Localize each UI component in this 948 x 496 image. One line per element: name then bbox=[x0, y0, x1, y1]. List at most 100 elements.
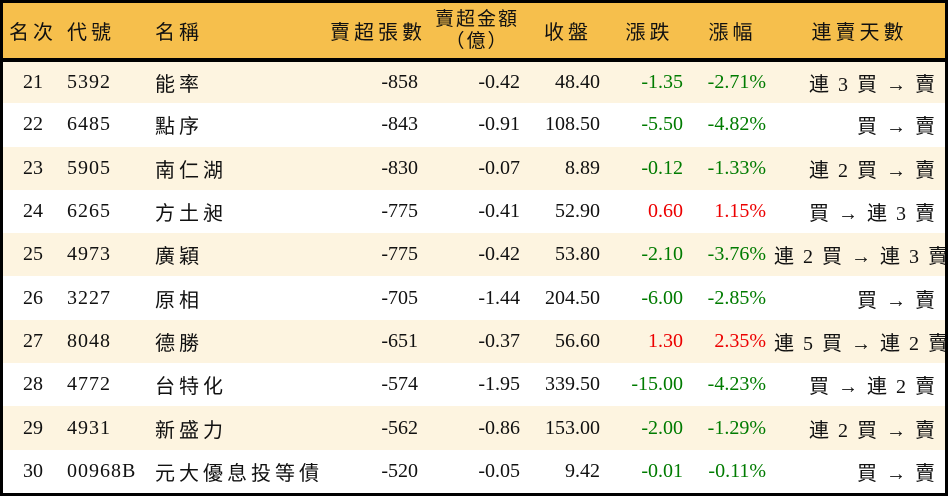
cell-sell-volume: -775 bbox=[381, 200, 418, 223]
cell-rank: 22 bbox=[23, 113, 43, 136]
header-code: 代號 bbox=[63, 3, 148, 62]
cell-name: 南仁湖 bbox=[155, 159, 227, 182]
cell-name: 廣穎 bbox=[155, 246, 203, 269]
cell-change-pct: -2.85% bbox=[707, 286, 766, 309]
sell-ranking-table: 名次 代號 名稱 賣超張數 賣超金額 （億） 收盤 漲跌 漲幅 連賣天數 21 5… bbox=[3, 3, 945, 493]
table-row[interactable]: 30 00968B 元大優息投等債 -520 -0.05 9.42 -0.01 -0.11% 買… bbox=[3, 449, 945, 493]
table-row[interactable]: 27 8048 德勝 -651 -0.37 56.60 1.30 2.35% 連 5 買 → 連… bbox=[3, 319, 945, 364]
cell-name: 元大優息投等債 bbox=[155, 462, 323, 485]
cell-change: -2.00 bbox=[641, 416, 683, 439]
header-row: 名次 代號 名稱 賣超張數 賣超金額 （億） 收盤 漲跌 漲幅 連賣天數 bbox=[3, 3, 945, 62]
cell-code: 5905 bbox=[67, 156, 111, 179]
cell-sell-volume: -843 bbox=[381, 113, 418, 136]
cell-code: 4973 bbox=[67, 243, 111, 266]
table-row[interactable]: 22 6485 點序 -843 -0.91 108.50 -5.50 -4.82% 買 → 賣 bbox=[3, 103, 945, 147]
cell-change: -0.01 bbox=[641, 459, 683, 482]
cell-sell-volume: -858 bbox=[381, 71, 418, 94]
cell-sell-amount: -0.37 bbox=[478, 329, 520, 352]
table-row[interactable]: 21 5392 能率 -858 -0.42 48.40 -1.35 -2.71% 連 3 買 →… bbox=[3, 60, 945, 104]
cell-sell-amount: -0.86 bbox=[478, 416, 520, 439]
cell-sell-volume: -775 bbox=[381, 243, 418, 266]
cell-code: 6485 bbox=[67, 113, 111, 136]
cell-name: 點序 bbox=[155, 116, 203, 139]
cell-name: 德勝 bbox=[155, 332, 203, 355]
cell-change: -0.12 bbox=[641, 156, 683, 179]
cell-change: 0.60 bbox=[648, 200, 683, 223]
cell-change: -1.35 bbox=[641, 71, 683, 94]
cell-rank: 29 bbox=[23, 416, 43, 439]
cell-rank: 27 bbox=[23, 329, 43, 352]
cell-change-pct: -1.29% bbox=[707, 416, 766, 439]
cell-rank: 24 bbox=[23, 200, 43, 223]
cell-change: -6.00 bbox=[641, 286, 683, 309]
cell-streak: 買 → 連 2 賣 bbox=[809, 376, 937, 399]
cell-sell-amount: -1.44 bbox=[478, 286, 520, 309]
cell-close: 8.89 bbox=[565, 156, 600, 179]
cell-name: 能率 bbox=[155, 74, 203, 97]
cell-streak: 買 → 賣 bbox=[857, 289, 937, 312]
header-close: 收盤 bbox=[528, 3, 608, 62]
cell-code: 4931 bbox=[67, 416, 111, 439]
cell-code: 4772 bbox=[67, 373, 111, 396]
cell-streak: 連 2 買 → 賣 bbox=[809, 419, 937, 442]
cell-change-pct: -2.71% bbox=[707, 71, 766, 94]
cell-close: 204.50 bbox=[545, 286, 600, 309]
cell-code: 00968B bbox=[67, 459, 137, 482]
cell-change-pct: 1.15% bbox=[714, 200, 766, 223]
header-sell-amount: 賣超金額 （億） bbox=[426, 3, 528, 62]
cell-sell-volume: -651 bbox=[381, 329, 418, 352]
cell-streak: 連 5 買 → 連 2 賣 bbox=[774, 332, 945, 355]
cell-close: 56.60 bbox=[555, 329, 600, 352]
header-rank: 名次 bbox=[3, 3, 63, 62]
cell-streak: 連 3 買 → 賣 bbox=[809, 74, 937, 97]
cell-name: 原相 bbox=[155, 289, 203, 312]
cell-streak: 買 → 連 3 賣 bbox=[809, 203, 937, 226]
cell-close: 9.42 bbox=[565, 459, 600, 482]
cell-sell-volume: -705 bbox=[381, 286, 418, 309]
table-row[interactable]: 28 4772 台特化 -574 -1.95 339.50 -15.00 -4.23% 買 → … bbox=[3, 363, 945, 407]
cell-rank: 26 bbox=[23, 286, 43, 309]
cell-rank: 28 bbox=[23, 373, 43, 396]
table-row[interactable]: 25 4973 廣穎 -775 -0.42 53.80 -2.10 -3.76% 連 2 買 →… bbox=[3, 233, 945, 277]
cell-sell-volume: -520 bbox=[381, 459, 418, 482]
cell-change: 1.30 bbox=[648, 329, 683, 352]
cell-sell-amount: -0.05 bbox=[478, 459, 520, 482]
cell-change: -2.10 bbox=[641, 243, 683, 266]
cell-sell-amount: -0.41 bbox=[478, 200, 520, 223]
cell-name: 台特化 bbox=[155, 376, 227, 399]
cell-change-pct: -1.33% bbox=[707, 156, 766, 179]
cell-sell-volume: -562 bbox=[381, 416, 418, 439]
table-row[interactable]: 23 5905 南仁湖 -830 -0.07 8.89 -0.12 -1.33% 連 2 買 →… bbox=[3, 146, 945, 190]
cell-sell-amount: -1.95 bbox=[478, 373, 520, 396]
cell-change-pct: -3.76% bbox=[707, 243, 766, 266]
cell-close: 48.40 bbox=[555, 71, 600, 94]
cell-change-pct: -0.11% bbox=[708, 459, 766, 482]
cell-sell-volume: -574 bbox=[381, 373, 418, 396]
cell-close: 52.90 bbox=[555, 200, 600, 223]
cell-sell-amount: -0.07 bbox=[478, 156, 520, 179]
cell-name: 新盛力 bbox=[155, 419, 227, 442]
table-row[interactable]: 29 4931 新盛力 -562 -0.86 153.00 -2.00 -1.29% 連 2 買… bbox=[3, 406, 945, 450]
cell-change-pct: 2.35% bbox=[714, 329, 766, 352]
cell-rank: 21 bbox=[23, 71, 43, 94]
table-row[interactable]: 26 3227 原相 -705 -1.44 204.50 -6.00 -2.85% 買 → 賣 bbox=[3, 276, 945, 320]
cell-rank: 30 bbox=[23, 459, 43, 482]
cell-change-pct: -4.23% bbox=[707, 373, 766, 396]
header-name: 名稱 bbox=[148, 3, 330, 62]
cell-change: -5.50 bbox=[641, 113, 683, 136]
cell-streak: 買 → 賣 bbox=[857, 116, 937, 139]
header-streak: 連賣天數 bbox=[774, 3, 945, 62]
cell-close: 339.50 bbox=[545, 373, 600, 396]
table-header: 名次 代號 名稱 賣超張數 賣超金額 （億） 收盤 漲跌 漲幅 連賣天數 bbox=[3, 3, 945, 62]
header-sell-amount-line1: 賣超金額 bbox=[434, 8, 519, 30]
header-sell-volume: 賣超張數 bbox=[330, 3, 426, 62]
cell-rank: 23 bbox=[23, 156, 43, 179]
header-sell-amount-line2: （億） bbox=[445, 30, 509, 52]
cell-code: 3227 bbox=[67, 286, 111, 309]
cell-change: -15.00 bbox=[631, 373, 683, 396]
table-row[interactable]: 24 6265 方土昶 -775 -0.41 52.90 0.60 1.15% 買 → 連 3 … bbox=[3, 189, 945, 234]
cell-close: 53.80 bbox=[555, 243, 600, 266]
cell-streak: 連 2 買 → 連 3 賣 bbox=[774, 246, 945, 269]
cell-code: 8048 bbox=[67, 329, 111, 352]
